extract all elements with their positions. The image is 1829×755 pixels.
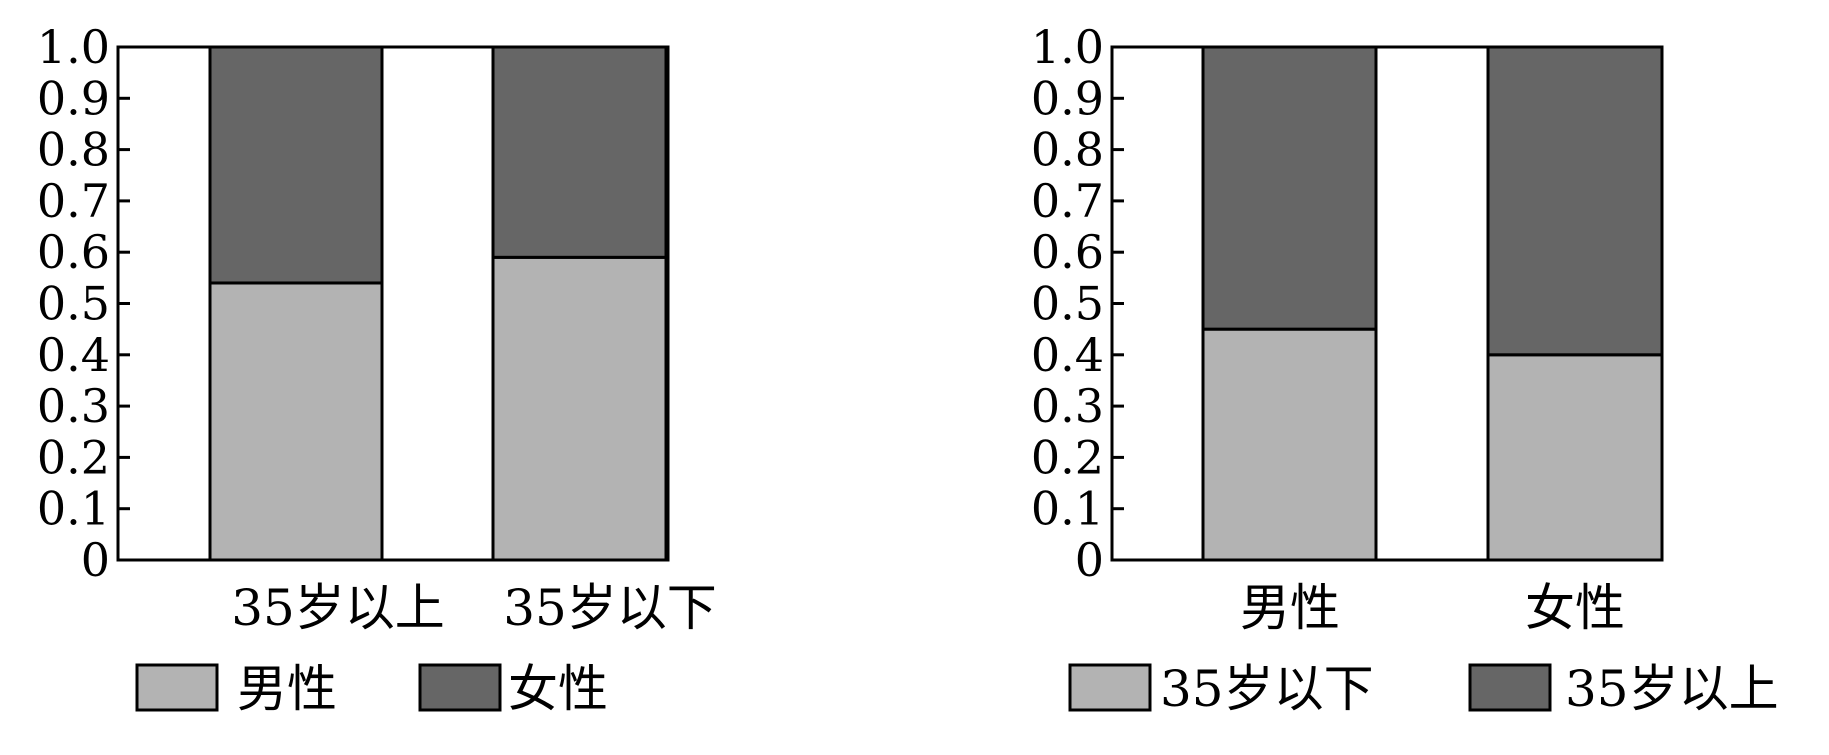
y-tick-label: 0 [1075, 533, 1104, 587]
bar-segment [491, 255, 668, 562]
y-tick-label: 0.1 [1031, 482, 1104, 536]
legend-swatch [1468, 663, 1552, 712]
y-tick-label: 0.9 [1031, 71, 1104, 125]
y-tick-label: 0.4 [1031, 328, 1104, 382]
bar-segment [1201, 327, 1378, 562]
y-tick-label: 0.8 [1031, 123, 1104, 177]
category-label: 男性 [1240, 579, 1340, 637]
y-tick-label: 0.7 [37, 174, 110, 228]
y-tick-label: 0.7 [1031, 174, 1104, 228]
y-tick-label: 0.6 [1031, 225, 1104, 279]
y-tick-label: 0.1 [37, 482, 110, 536]
category-label: 35岁以上 [231, 579, 445, 637]
y-tick-label: 0.2 [37, 430, 110, 484]
y-tick-label: 1.0 [1031, 20, 1104, 74]
y-tick-label: 0.2 [1031, 430, 1104, 484]
y-tick-label: 0.4 [37, 328, 110, 382]
y-tick-label: 0.3 [1031, 379, 1104, 433]
y-tick-label: 0 [81, 533, 110, 587]
y-tick-label: 0.5 [37, 277, 110, 331]
legend-label: 男性 [237, 660, 337, 718]
legend-label: 女性 [508, 660, 608, 718]
bar-segment [1486, 353, 1664, 562]
y-tick-label: 0.6 [37, 225, 110, 279]
bar-segment [208, 45, 384, 285]
category-label: 女性 [1525, 579, 1625, 637]
legend-label: 35岁以下 [1160, 660, 1374, 718]
legend-swatch [1068, 663, 1152, 712]
y-tick-label: 0.8 [37, 123, 110, 177]
bar-segment [1486, 45, 1664, 357]
y-tick-label: 0.9 [37, 71, 110, 125]
legend-swatch [135, 663, 219, 712]
bar-segment [208, 281, 384, 562]
y-tick-label: 1.0 [37, 20, 110, 74]
bar-segment [491, 45, 668, 259]
chart-2: 00.10.20.30.40.50.60.70.80.91.0 男性 女性 35岁以下… [1031, 20, 1779, 718]
y-tick-label: 0.5 [1031, 277, 1104, 331]
chart-1: 00.10.20.30.40.50.60.70.80.91.0 35岁以上 35岁以… [37, 20, 717, 718]
category-label: 35岁以下 [503, 579, 717, 637]
legend-label: 35岁以上 [1565, 660, 1779, 718]
bar-segment [1201, 45, 1378, 331]
legend-swatch [418, 663, 502, 712]
y-tick-label: 0.3 [37, 379, 110, 433]
